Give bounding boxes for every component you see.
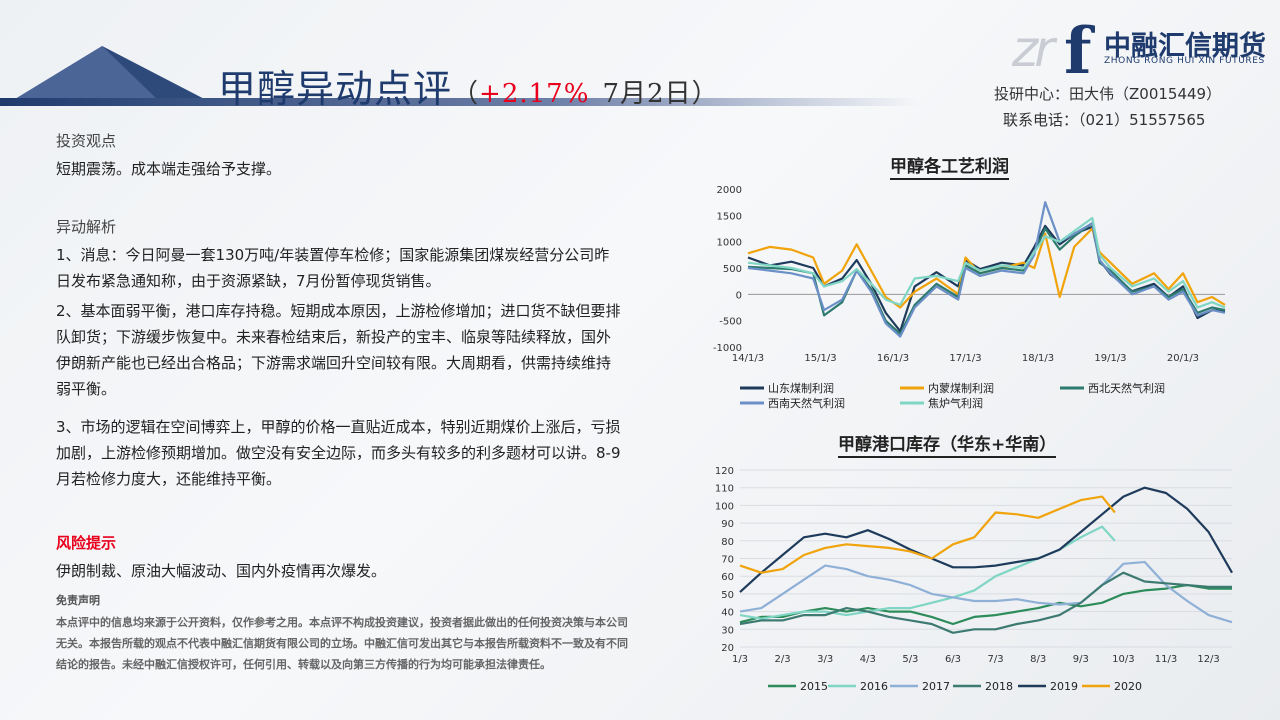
x-tick-label: 8/3 bbox=[1030, 654, 1046, 665]
legend-label-4: 焦炉气利润 bbox=[928, 396, 983, 410]
legend-label-4: 2019 bbox=[1050, 680, 1078, 693]
x-tick-label: 9/3 bbox=[1073, 654, 1089, 665]
profit-chart: -1000 -500 0 500 1000 1500 2000 14/1/3 15/1/3 16/… bbox=[713, 185, 1226, 410]
x-tick-label: 17/1/3 bbox=[949, 353, 981, 364]
series-line-3 bbox=[747, 201, 1226, 338]
y-tick-label: 1000 bbox=[717, 238, 742, 249]
x-tick-label: 15/1/3 bbox=[804, 353, 836, 364]
y-tick-label: 20 bbox=[721, 643, 734, 654]
x-tick-label: 16/1/3 bbox=[877, 353, 909, 364]
x-tick-label: 4/3 bbox=[860, 654, 876, 665]
y-tick-label: 90 bbox=[721, 519, 734, 530]
logo-name-en: ZHONG RONG HUI XIN FUTURES bbox=[1104, 56, 1265, 66]
title-date: 7月2日 bbox=[602, 79, 692, 109]
title-change: +2.17% bbox=[479, 79, 590, 109]
series-line-5 bbox=[739, 495, 1116, 574]
y-tick-label: 60 bbox=[721, 572, 734, 583]
x-tick-label: 12/3 bbox=[1197, 654, 1219, 665]
x-tick-label: 7/3 bbox=[988, 654, 1004, 665]
analysis-heading: 异动解析 bbox=[56, 218, 117, 236]
contact-phone: 联系电话：（021）51557565 bbox=[1003, 111, 1206, 129]
y-tick-label: -500 bbox=[719, 317, 742, 328]
x-tick-label: 14/1/3 bbox=[732, 353, 764, 364]
logo-ghost-mark: zr bbox=[1012, 20, 1055, 78]
legend-label-0: 2015 bbox=[800, 680, 828, 693]
x-tick-label: 6/3 bbox=[945, 654, 961, 665]
y-tick-label: 40 bbox=[721, 608, 734, 619]
y-tick-label: 2000 bbox=[717, 185, 742, 196]
y-tick-label: 1500 bbox=[717, 211, 742, 222]
title-main: 甲醇异动点评 bbox=[218, 67, 453, 111]
analysis-point-3: 3、市场的逻辑在空间博弈上，甲醇的价格一直贴近成本，特别近期煤价上涨后，亏损加剧… bbox=[56, 418, 621, 488]
chart1-title: 甲醇各工艺利润 bbox=[890, 152, 1009, 180]
title-paren-open: （ bbox=[452, 79, 480, 109]
series-line-4 bbox=[747, 216, 1226, 309]
header-bar bbox=[0, 98, 920, 106]
y-tick-label: 30 bbox=[721, 625, 734, 636]
y-tick-label: 80 bbox=[721, 537, 734, 548]
series-line-4 bbox=[739, 486, 1233, 593]
legend-label-5: 2020 bbox=[1114, 680, 1142, 693]
view-text: 短期震荡。成本端走强给予支撑。 bbox=[56, 160, 282, 178]
y-tick-label: 120 bbox=[715, 466, 734, 477]
title-paren-close: ） bbox=[691, 79, 719, 109]
y-tick-label: 110 bbox=[715, 484, 734, 495]
header-triangle-decoration bbox=[10, 46, 210, 102]
disclaimer-heading: 免责声明 bbox=[56, 594, 100, 607]
legend-label-3: 2018 bbox=[985, 680, 1013, 693]
risk-heading: 风险提示 bbox=[56, 534, 117, 552]
x-tick-label: 18/1/3 bbox=[1022, 353, 1054, 364]
legend-label-3: 西南天然气利润 bbox=[768, 396, 845, 410]
legend-label-2: 西北天然气利润 bbox=[1088, 381, 1165, 395]
view-heading: 投资观点 bbox=[56, 132, 117, 150]
x-tick-label: 11/3 bbox=[1155, 654, 1177, 665]
x-tick-label: 2/3 bbox=[775, 654, 791, 665]
chart2-title: 甲醇港口库存（华东+华南） bbox=[838, 430, 1057, 458]
legend-label-1: 内蒙煤制利润 bbox=[928, 381, 994, 395]
legend-label-2: 2017 bbox=[922, 680, 950, 693]
y-tick-label: 100 bbox=[715, 501, 734, 512]
disclaimer-text: 本点评中的信息均来源于公开资料，仅作参考之用。本点评不构成投资建议，投资者据此做… bbox=[56, 616, 628, 671]
y-tick-label: 70 bbox=[721, 555, 734, 566]
y-tick-label: 500 bbox=[723, 264, 742, 275]
x-tick-label: 19/1/3 bbox=[1094, 353, 1126, 364]
page-title: 甲醇异动点评（+2.17% 7月2日） bbox=[218, 58, 719, 113]
x-tick-label: 10/3 bbox=[1112, 654, 1134, 665]
analysis-point-2: 2、基本面弱平衡，港口库存持稳。短期成本原因，上游检修增加；进口货不缺但要排队卸… bbox=[56, 302, 621, 398]
y-tick-label: 0 bbox=[736, 290, 742, 301]
x-tick-label: 20/1/3 bbox=[1167, 353, 1199, 364]
inventory-chart: 20 30 40 50 60 70 80 90 100 110 120 1/3 2/3 3/3 4/3 5/3… bbox=[715, 466, 1233, 693]
series-line-3 bbox=[739, 571, 1232, 634]
y-tick-label: 50 bbox=[721, 590, 734, 601]
series-line-0 bbox=[747, 224, 1226, 333]
contact-researcher: 投研中心：田大伟（Z0015449） bbox=[994, 85, 1222, 103]
series-line-2 bbox=[739, 560, 1233, 624]
x-tick-label: 5/3 bbox=[902, 654, 918, 665]
series-line-0 bbox=[739, 584, 1232, 626]
risk-text: 伊朗制裁、原油大幅波动、国内外疫情再次爆发。 bbox=[56, 562, 387, 580]
x-tick-label: 3/3 bbox=[817, 654, 833, 665]
analysis-point-1: 1、消息：今日阿曼一套130万吨/年装置停车检修；国家能源集团煤炭经营分公司昨日… bbox=[56, 246, 610, 290]
logo-mark: f bbox=[1064, 14, 1092, 89]
y-tick-label: -1000 bbox=[713, 343, 742, 354]
logo-name: 中融汇信期货 bbox=[1104, 31, 1266, 62]
legend-label-0: 山东煤制利润 bbox=[768, 381, 834, 395]
x-tick-label: 1/3 bbox=[732, 654, 748, 665]
legend-label-1: 2016 bbox=[860, 680, 888, 693]
